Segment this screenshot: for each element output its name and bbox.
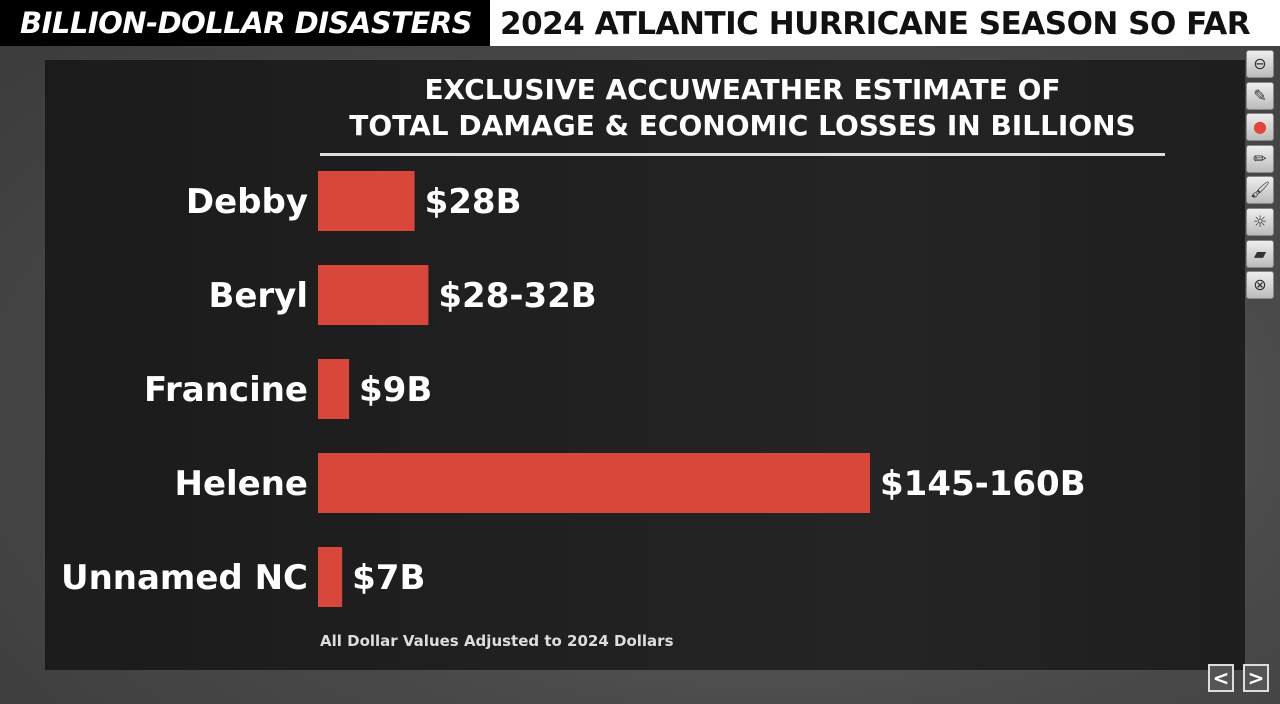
bar — [318, 171, 415, 231]
close-circle-icon[interactable]: ⊗ — [1246, 271, 1274, 300]
color-wheel-icon[interactable]: ● — [1246, 113, 1274, 142]
eraser-icon[interactable]: ▰ — [1246, 239, 1274, 268]
annotation-toolbar: ⊖ ✎ ● ✏ 🖌 ☼ ▰ ⊗ — [1246, 50, 1276, 303]
highlighter-icon[interactable]: ✎ — [1246, 81, 1274, 110]
next-button[interactable]: > — [1243, 664, 1269, 692]
pen-icon[interactable]: ✏ — [1246, 144, 1274, 173]
category-label: Unnamed NC — [61, 558, 308, 598]
chart-panel — [45, 60, 1245, 670]
chart-title-line2: TOTAL DAMAGE & ECONOMIC LOSSES IN BILLIO… — [349, 109, 1136, 142]
brush-icon[interactable]: 🖌 — [1246, 176, 1274, 205]
brightness-icon[interactable]: ☼ — [1246, 207, 1274, 236]
bar — [318, 265, 429, 325]
category-label: Debby — [186, 182, 308, 222]
banner-billion-dollar-disasters: BILLION-DOLLAR DISASTERS — [0, 0, 490, 46]
bar — [318, 359, 350, 419]
category-label: Helene — [175, 464, 309, 504]
value-label: $7B — [352, 558, 425, 598]
chart-title: EXCLUSIVE ACCUWEATHER ESTIMATE OF TOTAL … — [320, 72, 1165, 144]
category-label: Francine — [144, 370, 308, 410]
banner-season-title: 2024 ATLANTIC HURRICANE SEASON SO FAR — [490, 0, 1280, 46]
prev-button[interactable]: < — [1208, 664, 1234, 692]
value-label: $145-160B — [880, 464, 1086, 504]
footnote: All Dollar Values Adjusted to 2024 Dolla… — [320, 632, 674, 650]
category-label: Beryl — [208, 276, 308, 316]
title-divider — [320, 153, 1165, 156]
value-label: $28-32B — [438, 276, 596, 316]
value-label: $9B — [359, 370, 432, 410]
bar — [318, 453, 870, 513]
bar — [318, 547, 343, 607]
value-label: $28B — [425, 182, 522, 222]
minus-circle-icon[interactable]: ⊖ — [1246, 50, 1274, 78]
chart-title-line1: EXCLUSIVE ACCUWEATHER ESTIMATE OF — [424, 73, 1061, 106]
